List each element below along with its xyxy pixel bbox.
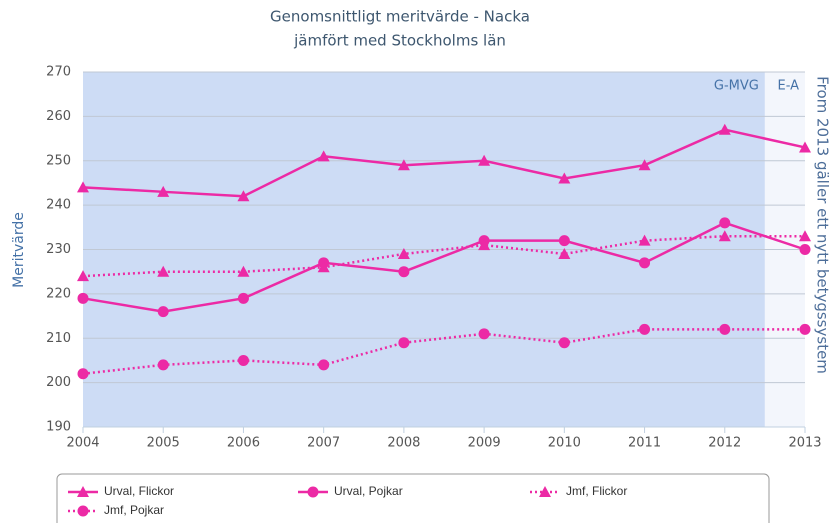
data-point xyxy=(397,247,410,259)
data-point xyxy=(398,337,410,349)
data-point xyxy=(157,185,170,197)
y-tick-label: 240 xyxy=(46,198,71,213)
y-tick-label: 230 xyxy=(46,242,71,257)
data-point xyxy=(317,261,330,273)
data-point xyxy=(718,230,731,242)
x-tick-label: 2012 xyxy=(708,436,741,451)
plot-area: G-MVG E-A xyxy=(83,71,805,428)
data-point xyxy=(157,306,169,318)
data-point xyxy=(157,265,170,277)
x-tick-label: 2006 xyxy=(227,436,260,451)
series-line xyxy=(82,128,806,198)
annotation: From 2013 gäller ett nytt betygssystem xyxy=(814,76,832,374)
legend-marker xyxy=(539,486,551,497)
x-tick-label: 2008 xyxy=(387,436,420,451)
band-label: E-A xyxy=(777,79,799,94)
data-point xyxy=(478,154,491,166)
data-point xyxy=(317,150,330,162)
data-point xyxy=(157,359,169,371)
legend-item: Urval, Pojkar xyxy=(298,484,403,498)
x-tick-label: 2004 xyxy=(66,436,99,451)
chart-title: Genomsnittligt meritvärde - Nacka xyxy=(270,8,530,26)
legend-label: Urval, Flickor xyxy=(104,484,174,498)
y-tick-label: 250 xyxy=(46,153,71,168)
data-point xyxy=(719,323,731,335)
data-point xyxy=(77,181,89,193)
series-line xyxy=(82,328,805,375)
y-axis-title: Meritvärde xyxy=(11,212,27,288)
x-tick-label: 2011 xyxy=(628,436,661,451)
band-label: G-MVG xyxy=(714,79,759,94)
data-point xyxy=(77,368,89,380)
data-point xyxy=(799,230,811,242)
y-tick-label: 260 xyxy=(46,109,71,124)
data-point xyxy=(478,328,490,340)
data-point xyxy=(558,172,571,184)
legend-label: Jmf, Flickor xyxy=(566,484,627,498)
data-point xyxy=(77,292,89,304)
data-point xyxy=(398,266,410,278)
legend-item: Jmf, Flickor xyxy=(530,484,627,498)
x-tick-label: 2005 xyxy=(147,436,180,451)
y-tick-label: 200 xyxy=(46,375,71,390)
data-point xyxy=(397,159,410,171)
data-point xyxy=(478,239,491,251)
data-point xyxy=(318,359,330,371)
legend-marker xyxy=(77,486,89,497)
data-point xyxy=(638,234,651,246)
data-point xyxy=(237,354,249,366)
legend-label: Urval, Pojkar xyxy=(334,484,403,498)
data-point xyxy=(718,123,731,135)
data-point xyxy=(799,244,811,255)
x-tick-label: 2013 xyxy=(788,436,821,451)
legend-marker xyxy=(307,486,319,498)
data-point xyxy=(237,265,250,277)
legend-box xyxy=(56,473,770,523)
data-point xyxy=(558,247,571,259)
x-tick-label: 2010 xyxy=(548,436,581,451)
y-tick-label: 270 xyxy=(46,65,71,80)
data-point xyxy=(77,270,89,282)
legend-label: Jmf, Pojkar xyxy=(104,503,164,517)
chart-subtitle: jämfört med Stockholms län xyxy=(293,32,506,50)
legend-item: Jmf, Pojkar xyxy=(68,503,164,517)
data-point xyxy=(719,217,731,229)
y-tick-label: 220 xyxy=(46,286,71,301)
data-point xyxy=(237,190,250,202)
series-line xyxy=(82,221,806,313)
x-tick-label: 2007 xyxy=(307,436,340,451)
y-tick-label: 210 xyxy=(46,331,71,346)
data-point xyxy=(558,235,570,247)
data-point xyxy=(639,257,651,269)
y-tick-label: 190 xyxy=(46,420,71,435)
data-point xyxy=(558,337,570,349)
legend-marker xyxy=(77,505,89,517)
data-point xyxy=(237,292,249,304)
data-point xyxy=(799,141,811,153)
data-point xyxy=(799,323,811,335)
series-line xyxy=(82,234,805,278)
data-point xyxy=(639,323,651,335)
data-point xyxy=(638,159,651,171)
legend-item: Urval, Flickor xyxy=(68,484,174,498)
x-tick-label: 2009 xyxy=(468,436,501,451)
